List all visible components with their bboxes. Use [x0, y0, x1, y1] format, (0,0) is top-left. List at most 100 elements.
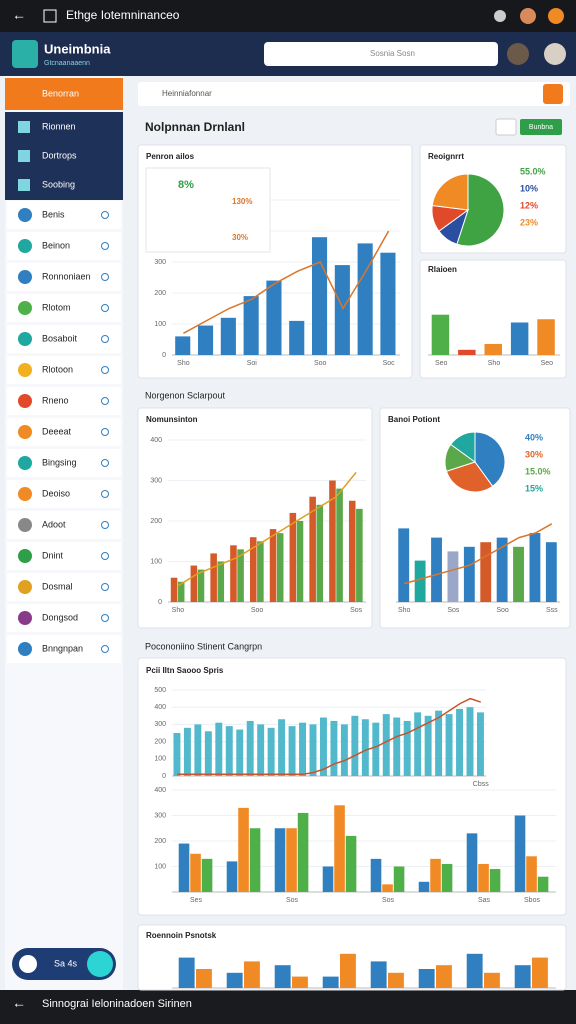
footer-button[interactable]: [87, 951, 113, 977]
y-tick-label: 100: [154, 756, 166, 763]
bar: [382, 884, 393, 892]
section-title: Norgenon Sclarpout: [145, 390, 226, 400]
toolbar: [138, 82, 570, 106]
sidebar-badge: [101, 366, 109, 374]
sidebar-item[interactable]: Deeeat: [42, 426, 72, 436]
bar: [288, 726, 296, 776]
sidebar-item[interactable]: Bingsing: [42, 457, 77, 467]
sidebar-icon: [18, 121, 30, 133]
annotation: 130%: [232, 197, 252, 206]
pie-label: 40%: [525, 432, 543, 442]
sidebar-item[interactable]: Dongsod: [42, 612, 78, 622]
toolbar-button[interactable]: [543, 84, 563, 104]
bar: [478, 863, 489, 892]
bar: [170, 577, 178, 602]
primary-button[interactable]: [520, 119, 562, 135]
sidebar-icon: [18, 239, 32, 253]
sidebar-badge: [101, 459, 109, 467]
sidebar-item[interactable]: Adoot: [42, 519, 66, 529]
sidebar-item[interactable]: Ronnoniaen: [42, 271, 91, 281]
sidebar-icon: [18, 332, 32, 346]
avatar[interactable]: [520, 8, 536, 24]
bar: [431, 314, 450, 355]
user-avatar[interactable]: [544, 43, 566, 65]
content-layer: Rionnen Dortrops Soobing Benis Beinon Ronnoni…: [7, 121, 571, 991]
bar: [388, 972, 404, 988]
bar: [476, 712, 484, 776]
settings-icon[interactable]: [494, 10, 506, 22]
sidebar-icon: [18, 642, 32, 656]
back-arrow[interactable]: ←: [12, 7, 26, 23]
bar: [296, 521, 304, 602]
back-arrow[interactable]: ←: [12, 995, 26, 1011]
bar: [289, 512, 297, 602]
bar: [297, 812, 309, 892]
bar: [322, 866, 334, 892]
user-avatar[interactable]: [507, 43, 529, 65]
sidebar-item[interactable]: Rneno: [42, 395, 69, 405]
x-tick-label: Sho: [172, 607, 185, 614]
bar: [309, 724, 317, 776]
bar: [177, 581, 185, 602]
sidebar-item[interactable]: Deoiso: [42, 488, 70, 498]
bar: [514, 815, 526, 892]
search-box[interactable]: [264, 42, 498, 66]
bar: [329, 480, 336, 602]
sidebar-item[interactable]: Dortrops: [42, 150, 77, 160]
bar: [418, 969, 435, 988]
bar: [398, 528, 410, 602]
x-tick-label: Sho: [488, 360, 501, 367]
bar: [441, 863, 453, 892]
bar: [274, 828, 286, 892]
bar: [431, 537, 442, 602]
bar: [243, 296, 259, 355]
sidebar-badge: [101, 397, 109, 405]
sidebar-item[interactable]: Dosmal: [42, 581, 73, 591]
bar: [489, 869, 501, 892]
bar: [334, 805, 345, 892]
bar: [480, 542, 492, 602]
line-series: [177, 471, 357, 587]
sidebar-item[interactable]: Rionnen: [42, 121, 76, 131]
bar: [351, 715, 359, 776]
sidebar-item[interactable]: Benis: [42, 209, 65, 219]
bar: [447, 551, 459, 602]
x-tick-label: Sbos: [524, 897, 540, 904]
y-tick-label: 400: [154, 704, 166, 711]
bar: [215, 722, 223, 776]
bar: [330, 720, 338, 776]
sidebar-item[interactable]: Rlotoon: [42, 364, 73, 374]
chart-title: Penron ailos: [146, 152, 195, 161]
bar: [513, 546, 524, 602]
section-title: Pocononiino Stinent Cangrpn: [145, 641, 262, 651]
x-tick-label: Soo: [496, 607, 509, 614]
bar: [529, 533, 541, 602]
sidebar-item[interactable]: Rlotom: [42, 302, 71, 312]
y-tick-label: 500: [154, 687, 166, 694]
y-tick-label: 100: [150, 558, 162, 565]
x-tick-label: Soi: [247, 360, 258, 367]
bar: [418, 881, 430, 892]
x-tick-label: Soc: [383, 360, 396, 367]
sidebar-item[interactable]: Bnngnpan: [42, 643, 83, 653]
y-tick-label: 100: [154, 863, 166, 870]
sidebar-icon: [18, 456, 32, 470]
bar: [514, 965, 531, 988]
notification-icon[interactable]: [548, 8, 564, 24]
sidebar-item[interactable]: Beinon: [42, 240, 70, 250]
bar: [414, 560, 426, 602]
bar: [311, 237, 328, 355]
dropdown[interactable]: [495, 118, 517, 136]
bar: [173, 733, 181, 776]
sidebar-item[interactable]: Bosaboit: [42, 333, 78, 343]
sidebar-item[interactable]: Soobing: [42, 179, 75, 189]
sidebar-active-item[interactable]: [5, 78, 123, 110]
sidebar-item[interactable]: Dnint: [42, 550, 64, 560]
bar: [226, 861, 238, 892]
x-tick-label: Sos: [382, 897, 395, 904]
bar: [197, 325, 214, 355]
bar: [257, 724, 265, 776]
x-tick-label: Sho: [177, 360, 190, 367]
bar: [496, 537, 508, 602]
